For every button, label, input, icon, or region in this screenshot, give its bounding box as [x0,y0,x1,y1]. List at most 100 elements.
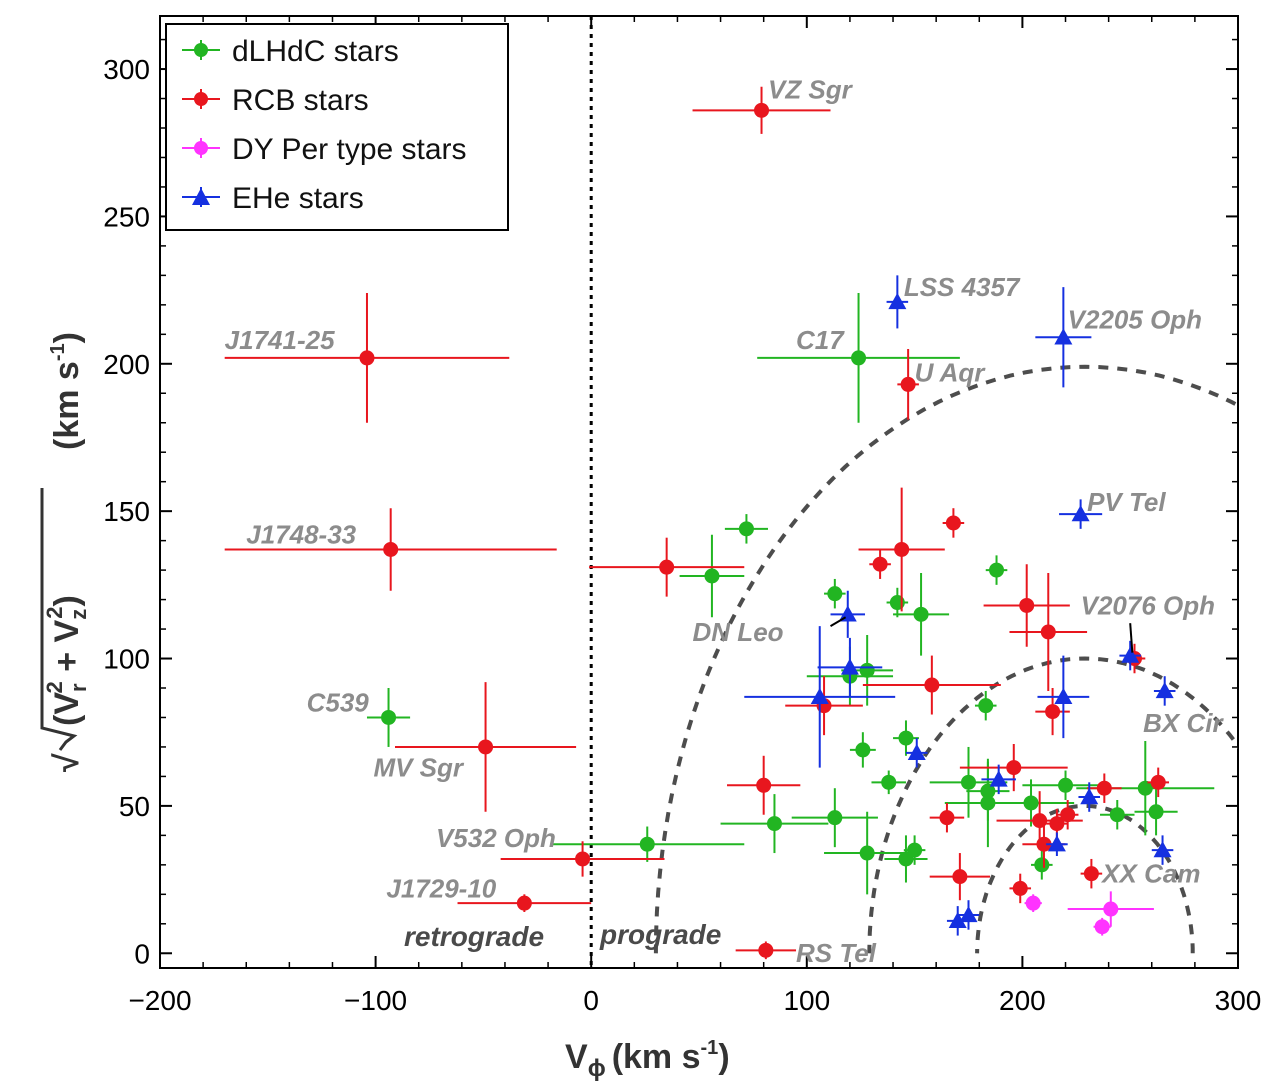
data-point-circle [924,677,940,693]
data-point-circle [1137,780,1153,796]
data-point-circle [939,810,955,826]
data-point-circle [851,350,867,366]
data-point-circle [1049,816,1065,832]
y-axis-sqrt-glyph: √ [48,753,86,772]
legend-label: RCB stars [232,84,369,117]
data-point-triangle [907,743,926,761]
y-axis-title-units: (km s-1) [47,332,86,450]
y-tick-label: 300 [103,54,150,85]
x-tick-label: 200 [999,985,1046,1016]
y-axis-sqrt-sign [40,488,78,751]
data-point-circle [1148,804,1164,820]
star-label: J1748-33 [246,520,356,550]
retrograde-label: retrograde [404,921,544,952]
legend-marker-circle [194,141,208,155]
star-label: C539 [307,688,370,718]
data-point-circle [859,845,875,861]
data-point-circle [704,568,720,584]
data-point-circle [478,739,494,755]
data-point-circle [913,606,929,622]
x-tick-label: 0 [583,985,599,1016]
data-point-circle [359,350,375,366]
star-label: J1741-25 [225,325,335,355]
star-label: V532 Oph [436,823,556,853]
data-point-circle [1019,597,1035,613]
data-point-circle [952,869,968,885]
data-point-triangle [838,605,857,622]
data-point-triangle [810,687,829,705]
reference-arc [867,656,1238,954]
x-tick-label: −100 [344,985,407,1016]
data-point-circle [1025,895,1041,911]
y-tick-label: 100 [103,644,150,675]
data-point-triangle [1155,681,1174,699]
data-point-triangle [1054,687,1073,705]
star-label: PV Tel [1087,487,1166,517]
data-point-triangle [1047,835,1066,852]
x-tick-label: −200 [128,985,191,1016]
data-point-circle [1096,780,1112,796]
legend-label: dLHdC stars [232,35,399,68]
legend-item: DY Per type stars [182,133,467,166]
legend: dLHdC stars RCB stars DY Per type stars EHe… [165,23,509,231]
star-label: V2076 Oph [1081,590,1215,620]
star-label: BX Cir [1143,708,1224,738]
data-point-triangle [1121,646,1140,663]
data-point-circle [961,774,976,790]
data-point-circle [1060,807,1076,823]
legend-label: EHe stars [232,182,364,215]
data-point-circle [758,942,774,958]
y-axis-title-r-sup: 2 [42,681,67,693]
x-tick-label: 100 [783,985,830,1016]
data-point-circle [980,783,996,799]
data-series [224,86,1215,960]
y-axis-title: √ (Vr2 + Vz2) (km s-1) [40,332,91,772]
data-point-circle [659,559,675,575]
data-point-circle [1083,866,1099,882]
data-point-circle [945,515,961,531]
data-point-circle [989,562,1005,578]
reference-arc [975,803,1195,954]
star-label: LSS 4357 [904,272,1021,302]
x-axis-title-units-sup: -1 [701,1037,719,1059]
legend-item: dLHdC stars [182,35,399,68]
legend-item: EHe stars [182,182,364,215]
y-axis-title-text: (Vr2 + Vz2) [42,595,91,726]
data-point-circle [1040,624,1056,640]
prograde-label: prograde [599,919,721,950]
x-axis-title-v: V [565,1038,588,1076]
data-point-circle [894,541,910,557]
legend-marker-triangle [192,188,210,205]
legend-items: dLHdC stars RCB stars DY Per type stars EHe… [182,35,467,215]
leader-line [1129,623,1134,653]
x-axis-title-units-end: ) [718,1038,729,1076]
data-point-circle [900,376,916,392]
data-point-triangle [888,292,907,310]
legend-item: RCB stars [182,84,369,117]
data-point-circle [756,777,772,793]
data-point-circle [978,698,994,714]
x-axis-title-phi: ϕ [588,1055,606,1082]
y-tick-label: 250 [103,201,150,232]
legend-label: DY Per type stars [232,133,467,166]
series-rcb-stars [224,86,1170,960]
axis-ticks: −200 −100 0 100 200 300 0 50 100 150 200 250 300 [103,16,1261,1016]
data-point-circle [1109,807,1125,823]
star-label: V2205 Oph [1068,304,1202,334]
reference-arc [653,364,1238,954]
data-point-triangle [1071,505,1090,522]
data-point-circle [383,541,399,557]
data-point-circle [766,816,782,832]
data-point-circle [859,662,875,678]
y-tick-label: 0 [134,938,150,969]
data-point-circle [1150,774,1166,790]
y-axis-title-vr: (V [48,692,86,726]
star-label: J1729-10 [386,873,496,903]
y-axis-title-r-sub: r [66,683,91,692]
star-label: VZ Sgr [768,75,854,105]
reference-arcs [653,364,1238,954]
y-axis-title-units-sup: -1 [47,343,69,361]
star-label: XX Cam [1100,859,1200,889]
data-point-triangle [948,911,967,929]
y-axis-title-close: ) [48,595,86,606]
